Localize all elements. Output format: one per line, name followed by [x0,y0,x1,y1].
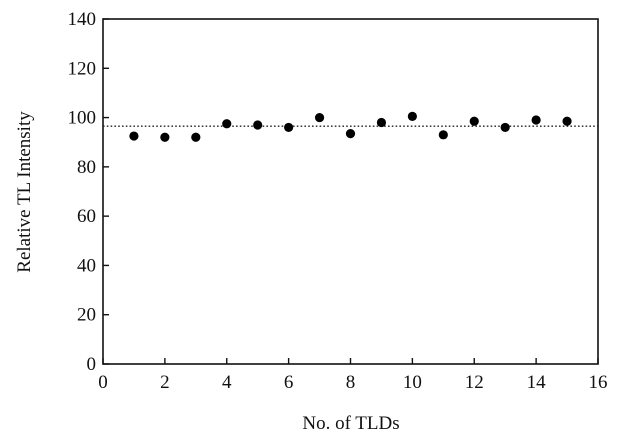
x-axis-label: No. of TLDs [302,413,399,434]
x-tick-label: 0 [98,372,108,393]
data-point [500,122,510,133]
data-point [438,130,448,140]
data-point [562,116,572,126]
x-tick-label: 2 [160,372,170,393]
x-tick-label: 12 [465,372,484,393]
data-point [160,132,170,142]
data-point [376,117,387,128]
y-tick-label: 0 [87,354,97,375]
x-tick-label: 10 [403,372,422,393]
data-point [253,120,263,130]
plot-frame [102,18,599,365]
y-tick-label: 80 [77,157,96,178]
data-points [129,111,572,142]
y-tick-labels: 0 20 40 60 80 100 120 140 [68,9,97,375]
x-tick-label: 6 [284,372,294,393]
data-point [284,122,294,133]
x-tick-label: 8 [346,372,356,393]
data-point [129,131,139,141]
x-tick-label: 4 [222,372,232,393]
x-tick-label: 16 [589,372,608,393]
data-point [531,115,541,125]
y-tick-label: 120 [68,58,97,79]
data-point [345,128,356,139]
data-point [469,116,479,126]
data-point [191,132,201,142]
x-tick-labels: 0 2 4 6 8 10 12 14 16 [98,372,607,393]
y-tick-label: 100 [68,108,97,129]
y-tick-label: 20 [77,305,96,326]
data-point [222,119,232,129]
tick-marks [102,18,599,365]
y-tick-label: 60 [77,206,96,227]
data-point [314,112,325,123]
x-tick-label: 14 [527,372,547,393]
y-tick-label: 140 [68,9,97,30]
y-tick-label: 40 [77,255,96,276]
data-point [407,111,417,121]
y-axis-label: Relative TL Intensity [14,111,35,273]
